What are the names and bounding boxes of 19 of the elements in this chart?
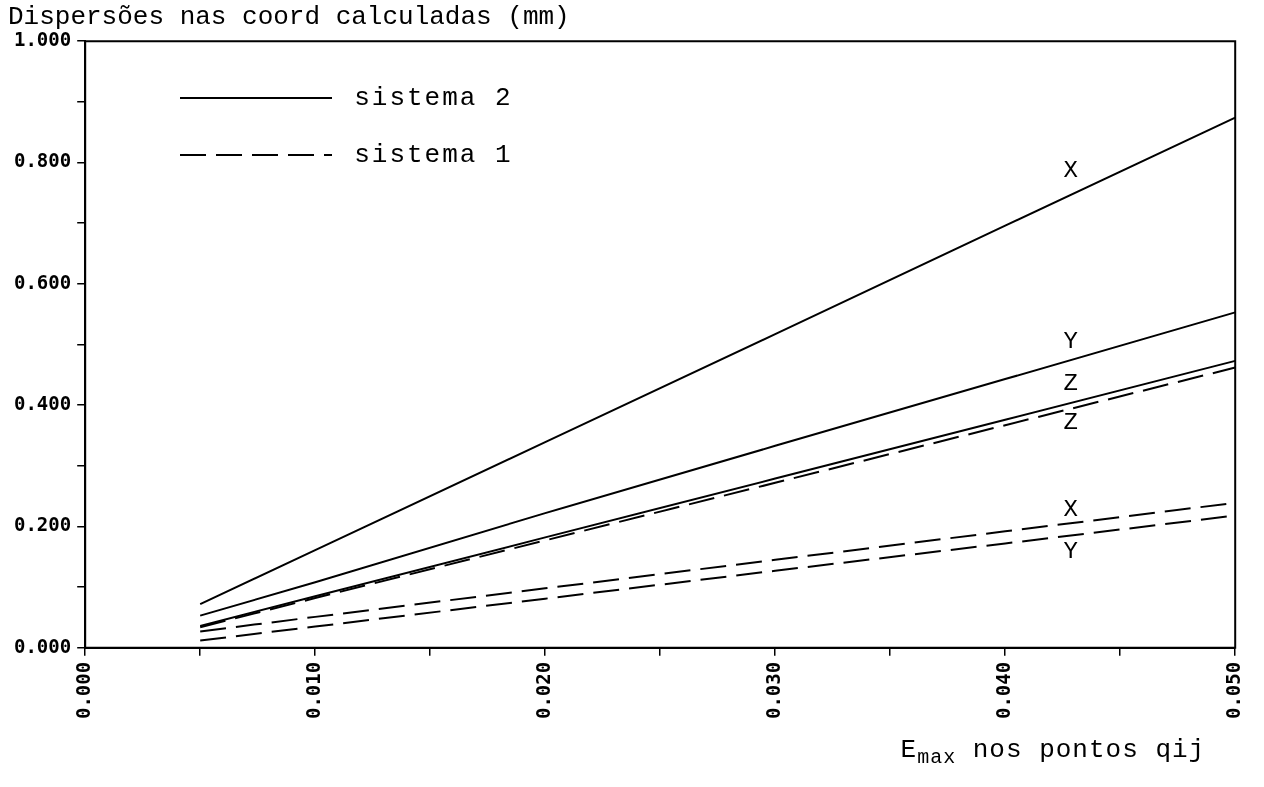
y-tick-label: 0.800 xyxy=(13,149,72,172)
annotation: sistema 1 xyxy=(354,140,513,171)
series-label: X xyxy=(1063,157,1078,185)
series-label: Y xyxy=(1063,328,1078,356)
x-tick-label: 0.040 xyxy=(992,661,1015,720)
series-label: Z xyxy=(1063,370,1078,398)
x-tick-label: 0.030 xyxy=(762,661,785,720)
series-label: Y xyxy=(1063,537,1078,565)
y-tick-label: 0.200 xyxy=(13,513,72,536)
x-tick-label: 0.050 xyxy=(1222,661,1245,720)
y-tick-label: 0.400 xyxy=(13,392,72,415)
x-tick-label: 0.010 xyxy=(302,661,325,720)
series-label: X xyxy=(1063,495,1078,523)
series-label: Z xyxy=(1063,409,1078,437)
annotation: sistema 2 xyxy=(354,83,513,114)
y-tick-label: 0.600 xyxy=(13,270,72,293)
x-axis-title: E$_{max}$ nos pontos qij xyxy=(900,735,1206,772)
x-tick-label: 0.020 xyxy=(532,661,555,720)
y-tick-label: 0.000 xyxy=(13,634,72,657)
